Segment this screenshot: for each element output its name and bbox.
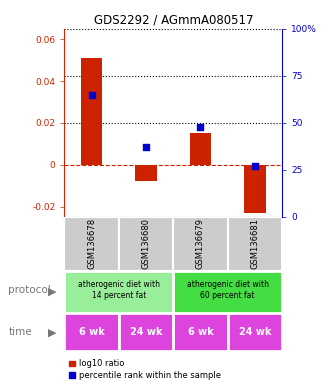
Text: GDS2292 / AGmmA080517: GDS2292 / AGmmA080517 bbox=[93, 13, 253, 26]
Bar bbox=[244, 165, 266, 213]
Text: 24 wk: 24 wk bbox=[130, 327, 162, 337]
Text: GSM136678: GSM136678 bbox=[87, 218, 96, 270]
Text: GSM136679: GSM136679 bbox=[196, 218, 205, 269]
Bar bbox=[81, 58, 102, 165]
Point bbox=[89, 91, 94, 98]
Text: 6 wk: 6 wk bbox=[187, 327, 214, 337]
Text: 24 wk: 24 wk bbox=[239, 327, 271, 337]
Bar bbox=[119, 313, 173, 351]
Text: protocol: protocol bbox=[8, 285, 51, 295]
Bar bbox=[173, 217, 228, 271]
Bar bbox=[64, 217, 119, 271]
Bar bbox=[135, 165, 157, 181]
Bar bbox=[64, 271, 173, 313]
Bar bbox=[64, 313, 119, 351]
Bar bbox=[228, 217, 282, 271]
Legend: log10 ratio, percentile rank within the sample: log10 ratio, percentile rank within the … bbox=[69, 359, 220, 380]
Bar bbox=[119, 217, 173, 271]
Text: ▶: ▶ bbox=[48, 287, 56, 297]
Text: time: time bbox=[8, 327, 32, 337]
Text: atherogenic diet with
60 percent fat: atherogenic diet with 60 percent fat bbox=[187, 280, 269, 300]
Bar bbox=[173, 313, 228, 351]
Text: atherogenic diet with
14 percent fat: atherogenic diet with 14 percent fat bbox=[78, 280, 160, 300]
Point bbox=[143, 144, 148, 151]
Bar bbox=[228, 313, 282, 351]
Bar bbox=[173, 271, 282, 313]
Text: 6 wk: 6 wk bbox=[79, 327, 105, 337]
Text: GSM136681: GSM136681 bbox=[250, 218, 259, 269]
Bar bbox=[189, 133, 211, 165]
Point bbox=[252, 163, 257, 169]
Point bbox=[198, 124, 203, 130]
Text: ▶: ▶ bbox=[48, 327, 56, 337]
Text: GSM136680: GSM136680 bbox=[142, 218, 150, 269]
